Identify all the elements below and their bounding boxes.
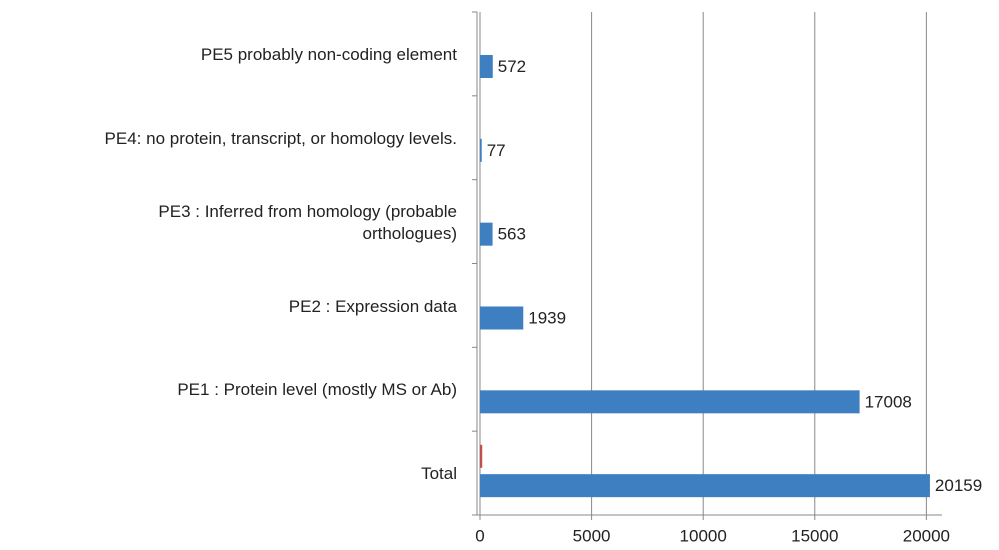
x-tick-label: 10000 <box>680 526 727 545</box>
x-tick-label: 0 <box>475 526 484 545</box>
bar <box>480 444 483 468</box>
y-tick-label: PE4: no protein, transcript, or homology… <box>104 128 457 148</box>
bar <box>480 306 524 330</box>
y-tick-label: PE5 probably non-coding element <box>200 45 457 64</box>
data-label: 77 <box>487 141 506 160</box>
bar <box>480 222 493 246</box>
data-label: 1939 <box>528 308 566 327</box>
bar <box>480 54 493 78</box>
x-tick-label: 15000 <box>791 526 838 545</box>
data-label: 20159 <box>935 476 982 495</box>
x-tick-label: 20000 <box>903 526 950 545</box>
data-label: 17008 <box>865 392 912 411</box>
y-tick-label: PE3 : Inferred from homology (probable o… <box>158 201 457 243</box>
x-tick-label: 5000 <box>573 526 611 545</box>
bar <box>480 138 482 162</box>
bar <box>480 474 930 498</box>
y-tick-label: PE2 : Expression data <box>288 296 457 316</box>
y-tick-label: Total <box>421 464 457 484</box>
bar <box>480 390 860 414</box>
y-tick-label: PE1 : Protein level (mostly MS or Ab) <box>177 380 457 400</box>
data-label: 572 <box>498 57 526 76</box>
data-label: 563 <box>498 225 526 244</box>
